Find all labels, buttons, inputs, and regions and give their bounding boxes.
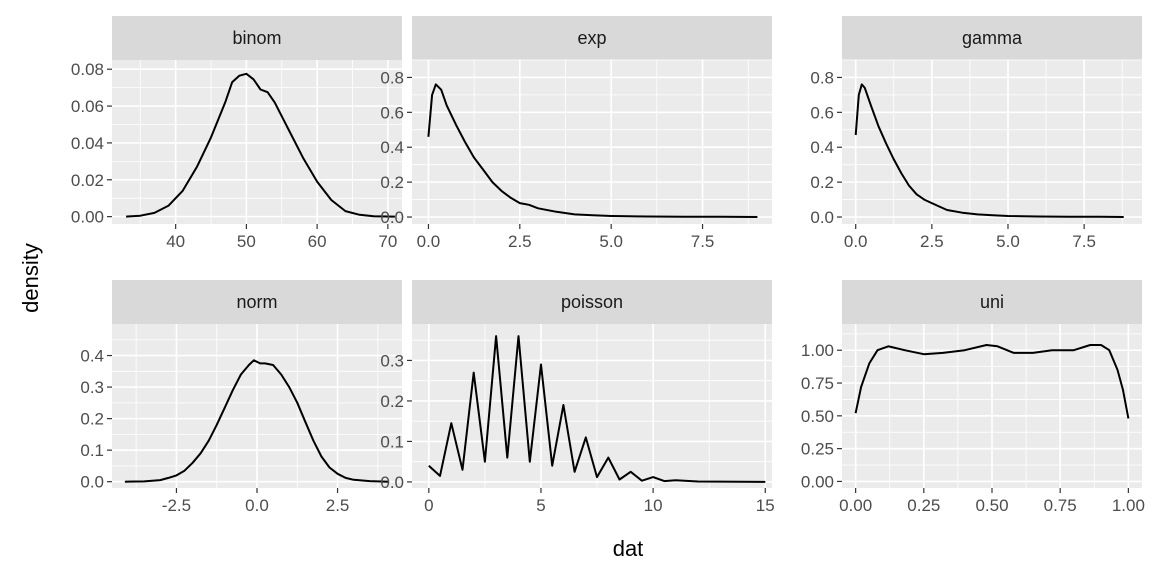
x-tick-label: 50 xyxy=(237,232,256,251)
y-tick-label: 0.6 xyxy=(380,103,404,122)
y-tick-label: 0.1 xyxy=(80,441,104,460)
x-tick-label: 0.0 xyxy=(417,232,441,251)
x-tick-label: 2.5 xyxy=(508,232,532,251)
facet-strip-label: poisson xyxy=(561,292,623,312)
y-tick-label: 0.25 xyxy=(801,440,834,459)
y-tick-label: 0.00 xyxy=(801,472,834,491)
density-curve-poisson xyxy=(428,335,766,483)
y-tick-label: 0.2 xyxy=(380,392,404,411)
facet-binom: binom 40 50 60 70 0.00 0.02 0.04 0.06 0.08 xyxy=(71,16,402,251)
y-tick-label: 0.0 xyxy=(380,208,404,227)
x-tick-label: 60 xyxy=(308,232,327,251)
x-axis-title: dat xyxy=(613,536,644,561)
x-tick-label: 70 xyxy=(378,232,397,251)
facet-panel xyxy=(412,324,772,488)
y-tick-label: 0.75 xyxy=(801,374,834,393)
y-tick-label: 0.2 xyxy=(380,173,404,192)
y-tick-label: 0.4 xyxy=(810,138,834,157)
facet-norm: norm -2.5 0.0 2.5 0.0 0.1 0.2 0.3 0.4 xyxy=(80,280,402,515)
x-tick-label: 0.75 xyxy=(1044,496,1077,515)
x-tick-label: 0.50 xyxy=(975,496,1008,515)
facet-poisson: poisson 0 5 10 15 0.0 0.1 0.2 0.3 xyxy=(380,280,775,515)
facet-strip xyxy=(842,280,1142,324)
y-tick-label: 0.50 xyxy=(801,407,834,426)
y-axis-title: density xyxy=(18,243,43,313)
x-tick-label: 0.00 xyxy=(839,496,872,515)
facet-strip xyxy=(112,16,402,60)
y-tick-label: 0.06 xyxy=(71,97,104,116)
y-tick-label: 0.3 xyxy=(380,351,404,370)
facet-strip-label: uni xyxy=(980,292,1004,312)
facet-strip-label: exp xyxy=(577,28,606,48)
y-tick-label: 0.0 xyxy=(380,473,404,492)
facet-panel xyxy=(842,60,1142,224)
facet-exp: exp 0.0 2.5 5.0 7.5 0.0 0.2 0.4 0.6 0.8 xyxy=(380,16,772,251)
facet-strip xyxy=(412,280,772,324)
y-tick-label: 0.3 xyxy=(80,378,104,397)
y-tick-label: 0.1 xyxy=(380,432,404,451)
x-tick-label: 5.0 xyxy=(599,232,623,251)
x-tick-label: -2.5 xyxy=(162,496,191,515)
facet-strip-label: gamma xyxy=(962,28,1023,48)
facet-panel xyxy=(412,60,772,224)
density-curve-uni xyxy=(854,344,1130,419)
density-curve-exp xyxy=(427,83,758,218)
y-tick-label: 1.00 xyxy=(801,341,834,360)
y-tick-label: 0.8 xyxy=(380,68,404,87)
facet-uni: uni 0.00 0.25 0.50 0.75 1.00 0.00 0.25 0.50 0.75 1… xyxy=(801,280,1145,515)
density-curve-gamma xyxy=(854,83,1124,218)
facet-strip-label: norm xyxy=(236,292,277,312)
y-tick-label: 0.6 xyxy=(810,103,834,122)
x-tick-label: 0.0 xyxy=(844,232,868,251)
x-tick-label: 2.5 xyxy=(326,496,350,515)
facet-gamma: gamma 0.0 2.5 5.0 7.5 0.0 0.2 0.4 0.6 0.8 xyxy=(810,16,1142,251)
density-curve-binom xyxy=(126,72,395,218)
facet-strip-label: binom xyxy=(232,28,281,48)
x-tick-label: 5.0 xyxy=(996,232,1020,251)
x-tick-label: 2.5 xyxy=(920,232,944,251)
x-tick-label: 5 xyxy=(536,496,545,515)
y-tick-label: 0.00 xyxy=(71,208,104,227)
x-tick-label: 15 xyxy=(756,496,775,515)
x-tick-label: 7.5 xyxy=(691,232,715,251)
density-curve-norm xyxy=(124,359,390,483)
facet-strip xyxy=(842,16,1142,60)
y-tick-label: 0.08 xyxy=(71,60,104,79)
y-tick-label: 0.04 xyxy=(71,134,104,153)
x-tick-label: 7.5 xyxy=(1072,232,1096,251)
y-tick-label: 0.02 xyxy=(71,171,104,190)
y-tick-label: 0.4 xyxy=(380,138,404,157)
facet-strip xyxy=(112,280,402,324)
x-tick-label: 0.0 xyxy=(245,496,269,515)
x-tick-label: 0 xyxy=(424,496,433,515)
y-tick-label: 0.2 xyxy=(80,410,104,429)
facet-strip xyxy=(412,16,772,60)
y-tick-label: 0.0 xyxy=(810,208,834,227)
x-tick-label: 40 xyxy=(166,232,185,251)
y-tick-label: 0.2 xyxy=(810,173,834,192)
x-tick-label: 1.00 xyxy=(1112,496,1145,515)
y-tick-label: 0.8 xyxy=(810,68,834,87)
y-tick-label: 0.4 xyxy=(80,347,104,366)
x-tick-label: 0.25 xyxy=(907,496,940,515)
y-tick-label: 0.0 xyxy=(80,473,104,492)
x-tick-label: 10 xyxy=(644,496,663,515)
